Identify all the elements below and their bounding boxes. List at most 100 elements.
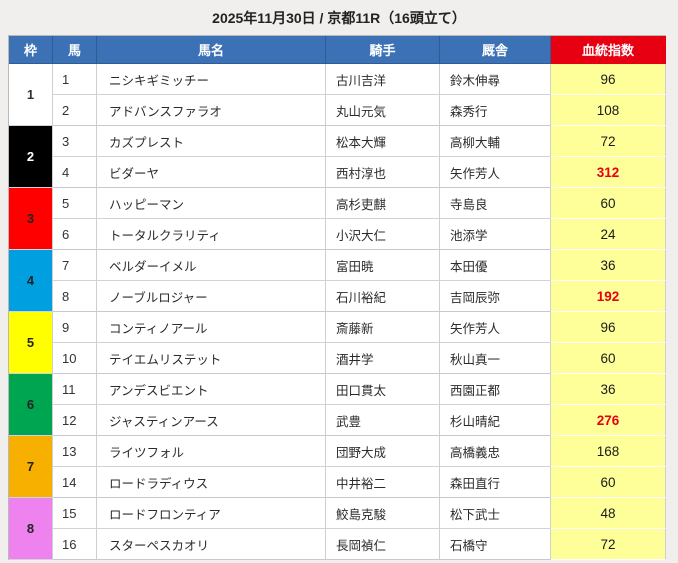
pedigree-index-value: 168 [551,436,666,467]
stable-name: 石橋守 [440,529,551,560]
frame-cell: 8 [9,498,53,560]
frame-cell: 3 [9,188,53,250]
horse-name: カズプレスト [97,126,326,157]
table-row: 2 3 カズプレスト 松本大輝 高柳大輔 72 [9,126,666,188]
horse-name: ロードラディウス [97,467,326,498]
stable-name: 森秀行 [440,95,551,126]
horse-name: ジャスティンアース [97,405,326,436]
stable-name: 本田優 [440,250,551,281]
horse-number: 12 [53,405,97,436]
table-row: 12 ジャスティンアース 武豊 杉山晴紀 276 [9,405,666,436]
horse-name: コンティノアール [97,312,326,343]
table-row: 14 ロードラディウス 中井裕二 森田直行 60 [9,467,666,498]
pedigree-index-value: 312 [551,157,666,188]
race-entry-table: 枠 馬 馬名 騎手 厩舎 血統指数 1 1 ニシキギミッチー 古川吉洋 鈴木伸尋… [8,35,666,560]
frame-cell: 2 [9,126,53,188]
stable-name: 西園正都 [440,374,551,405]
jockey-name: 富田暁 [326,250,440,281]
pedigree-index-value: 36 [551,250,666,281]
pedigree-index-value: 72 [551,529,666,560]
pedigree-index-value: 60 [551,188,666,219]
pedigree-index-value: 48 [551,498,666,529]
stable-name: 森田直行 [440,467,551,498]
table-row: 7 13 ライツフォル 団野大成 高橋義忠 168 [9,436,666,498]
stable-name: 矢作芳人 [440,157,551,188]
horse-number: 9 [53,312,97,343]
jockey-name: 小沢大仁 [326,219,440,250]
horse-number: 8 [53,281,97,312]
horse-name: ベルダーイメル [97,250,326,281]
horse-name: アドバンスファラオ [97,95,326,126]
horse-number: 15 [53,498,97,529]
stable-name: 松下武士 [440,498,551,529]
horse-number: 1 [53,64,97,95]
horse-name: ニシキギミッチー [97,64,326,95]
stable-name: 吉岡辰弥 [440,281,551,312]
horse-number: 3 [53,126,97,157]
table-row: 4 7 ベルダーイメル 富田暁 本田優 36 [9,250,666,312]
frame-cell: 1 [9,64,53,126]
jockey-name: 斎藤新 [326,312,440,343]
col-header-jockey: 騎手 [326,36,440,64]
col-header-index: 血統指数 [551,36,666,64]
stable-name: 鈴木伸尋 [440,64,551,95]
stable-name: 杉山晴紀 [440,405,551,436]
col-header-horse: 馬 [53,36,97,64]
stable-name: 高柳大輔 [440,126,551,157]
horse-number: 10 [53,343,97,374]
jockey-name: 中井裕二 [326,467,440,498]
horse-number: 2 [53,95,97,126]
col-header-frame: 枠 [9,36,53,64]
pedigree-index-value: 36 [551,374,666,405]
pedigree-index-value: 96 [551,64,666,95]
jockey-name: 武豊 [326,405,440,436]
jockey-name: 松本大輝 [326,126,440,157]
table-row: 8 15 ロードフロンティア 鮫島克駿 松下武士 48 [9,498,666,560]
col-header-name: 馬名 [97,36,326,64]
jockey-name: 鮫島克駿 [326,498,440,529]
horse-name: ライツフォル [97,436,326,467]
jockey-name: 丸山元気 [326,95,440,126]
frame-cell: 4 [9,250,53,312]
pedigree-index-value: 60 [551,343,666,374]
pedigree-index-value: 108 [551,95,666,126]
page-title: 2025年11月30日 / 京都11R（16頭立て） [212,10,466,26]
jockey-name: 酒井学 [326,343,440,374]
frame-cell: 6 [9,374,53,436]
table-row: 6 トータルクラリティ 小沢大仁 池添学 24 [9,219,666,250]
stable-name: 高橋義忠 [440,436,551,467]
table-row: 4 ビダーヤ 西村淳也 矢作芳人 312 [9,157,666,188]
table-row: 6 11 アンデスビエント 田口貫太 西園正都 36 [9,374,666,436]
horse-number: 4 [53,157,97,188]
horse-number: 13 [53,436,97,467]
table-row: 10 テイエムリステット 酒井学 秋山真一 60 [9,343,666,374]
pedigree-index-value: 276 [551,405,666,436]
horse-number: 16 [53,529,97,560]
table-row: 2 アドバンスファラオ 丸山元気 森秀行 108 [9,95,666,126]
horse-name: ハッピーマン [97,188,326,219]
horse-name: テイエムリステット [97,343,326,374]
frame-cell: 7 [9,436,53,498]
horse-name: ビダーヤ [97,157,326,188]
horse-number: 7 [53,250,97,281]
horse-number: 11 [53,374,97,405]
pedigree-index-value: 192 [551,281,666,312]
horse-name: スターペスカオリ [97,529,326,560]
stable-name: 矢作芳人 [440,312,551,343]
horse-name: トータルクラリティ [97,219,326,250]
horse-name: ロードフロンティア [97,498,326,529]
stable-name: 池添学 [440,219,551,250]
pedigree-index-value: 96 [551,312,666,343]
pedigree-index-value: 60 [551,467,666,498]
jockey-name: 西村淳也 [326,157,440,188]
table-row: 3 5 ハッピーマン 高杉吏麒 寺島良 60 [9,188,666,250]
table-row: 1 1 ニシキギミッチー 古川吉洋 鈴木伸尋 96 [9,64,666,126]
horse-number: 6 [53,219,97,250]
header-row: 枠 馬 馬名 騎手 厩舎 血統指数 [9,36,666,64]
frame-cell: 5 [9,312,53,374]
jockey-name: 田口貫太 [326,374,440,405]
jockey-name: 団野大成 [326,436,440,467]
stable-name: 秋山真一 [440,343,551,374]
pedigree-index-value: 24 [551,219,666,250]
jockey-name: 古川吉洋 [326,64,440,95]
